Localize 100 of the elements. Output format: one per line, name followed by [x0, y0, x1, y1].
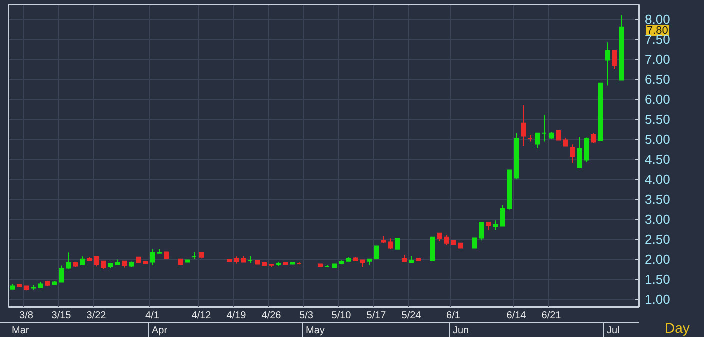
candlestick — [619, 14, 624, 81]
x-tick-label: 3/8 — [20, 310, 34, 322]
x-tick-label: 6/21 — [542, 310, 562, 322]
candlestick — [458, 242, 463, 249]
candlestick — [535, 132, 540, 149]
candlestick — [360, 259, 365, 268]
candlestick — [514, 132, 519, 180]
candlestick — [262, 262, 267, 266]
candlestick — [178, 258, 183, 266]
candlestick — [507, 170, 512, 210]
candlestick — [521, 104, 526, 147]
candlestick — [339, 260, 344, 266]
candlestick — [444, 234, 449, 246]
text: Mar — [12, 326, 30, 336]
candlestick — [24, 286, 29, 292]
candlestick — [402, 254, 407, 262]
candlestick — [325, 264, 330, 268]
candlestick — [276, 262, 281, 267]
candlestick — [570, 144, 575, 164]
candlestick — [430, 236, 435, 262]
candlestick — [297, 262, 302, 266]
y-tick-label: 4.00 — [645, 172, 670, 187]
candlestick — [241, 256, 246, 264]
candlestick — [101, 260, 106, 270]
candlestick — [346, 256, 351, 262]
candlestick — [227, 258, 232, 262]
candlestick — [584, 137, 589, 163]
candlestick — [542, 114, 547, 142]
x-tick-label: 4/1 — [146, 310, 160, 322]
y-tick-label: 2.50 — [645, 232, 670, 247]
candlestick — [367, 258, 372, 266]
candlestick — [157, 248, 162, 254]
x-tick-label: 6/14 — [506, 310, 527, 322]
candlestick — [73, 262, 78, 268]
candlestick — [234, 256, 239, 264]
candlestick — [388, 238, 393, 250]
candlestick — [381, 236, 386, 244]
y-tick-label: 3.00 — [645, 212, 670, 227]
candlestick — [612, 50, 617, 70]
y-tick-label: 2.00 — [645, 252, 670, 267]
candlestick — [10, 284, 15, 290]
candlestick — [108, 262, 113, 269]
candlestick — [87, 256, 92, 262]
candlestick — [479, 222, 484, 242]
candlestick — [164, 252, 169, 260]
candlestick — [192, 252, 197, 260]
y-tick-label: 3.50 — [645, 192, 670, 207]
candlestick — [577, 136, 582, 168]
candlestick — [129, 261, 134, 268]
y-tick-label: 1.00 — [645, 292, 670, 307]
candlestick — [17, 284, 22, 288]
x-axis-title: Day — [665, 320, 690, 336]
candlestick — [486, 222, 491, 231]
y-tick-label: 4.50 — [645, 152, 670, 167]
y-tick-label: 5.00 — [645, 132, 670, 147]
candlestick — [451, 240, 456, 246]
y-tick-label: 6.00 — [645, 92, 670, 107]
candlestick — [38, 282, 43, 289]
candlestick — [80, 256, 85, 266]
candlestick — [472, 238, 477, 249]
candlestick — [318, 264, 323, 268]
candlestick — [290, 262, 295, 265]
candlestick — [563, 138, 568, 147]
candlestick — [283, 262, 288, 266]
candlestick — [269, 264, 274, 268]
y-tick-label: 8.00 — [645, 12, 670, 27]
candlestick — [248, 256, 253, 264]
candlestick — [353, 256, 358, 262]
candlestick — [549, 132, 554, 140]
text: Apr — [152, 326, 168, 336]
candlestick — [115, 259, 120, 266]
x-tick-label: 5/17 — [366, 310, 387, 322]
candlestick — [136, 256, 141, 264]
x-tick-label: 6/1 — [446, 310, 461, 322]
candlestick — [591, 132, 596, 144]
x-tick-label: 5/3 — [300, 310, 314, 322]
candlestick — [598, 82, 603, 142]
candlestick — [199, 252, 204, 260]
x-tick-label: 4/19 — [226, 310, 247, 322]
candlestick — [409, 256, 414, 264]
candlestick — [122, 260, 127, 268]
x-tick-label: 3/15 — [52, 310, 72, 322]
x-tick-label: 4/26 — [262, 310, 282, 322]
candlestick — [52, 280, 57, 286]
candlestick — [31, 284, 36, 291]
x-tick-label: 5/24 — [402, 310, 422, 322]
y-tick-label: 5.50 — [645, 112, 670, 127]
x-tick-label: 4/12 — [192, 310, 212, 322]
candlestick — [605, 42, 610, 86]
y-tick-label: 6.50 — [645, 72, 670, 87]
candlestick — [395, 238, 400, 250]
candlestick — [255, 260, 260, 266]
x-tick-label: 5/10 — [332, 310, 352, 322]
candlestick — [66, 252, 71, 270]
candlestick — [143, 260, 148, 265]
candlestick — [493, 220, 498, 231]
text: Jun — [453, 326, 470, 336]
text: May — [306, 326, 325, 336]
text: Jul — [607, 326, 620, 336]
candlestick — [416, 258, 421, 262]
